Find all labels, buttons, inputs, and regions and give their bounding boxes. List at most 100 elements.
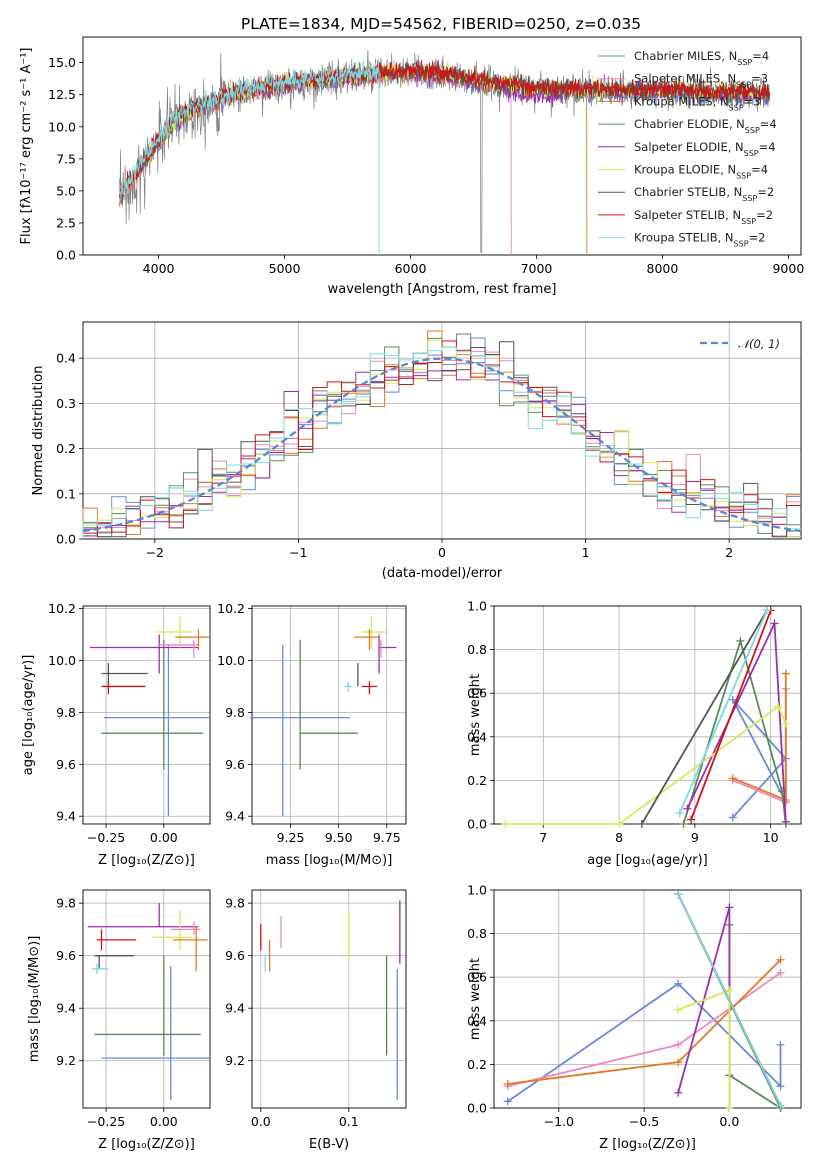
kroupa_stelib-model-line <box>119 60 380 255</box>
legend-entry: Salpeter ELODIE, NSSP=4 <box>634 140 776 158</box>
x-tick-label: 8000 <box>647 261 679 276</box>
y-tick-label: 0.6 <box>467 970 487 985</box>
age-vs-mass-panel: 9.25 9.50 9.75 9.4 9.6 9.8 10.0 10.2 mass [log₁₀… <box>217 601 407 868</box>
kroupa_miles-weight-marker <box>776 955 785 964</box>
y-tick-label: 9.6 <box>56 757 76 772</box>
legend-entry: Salpeter STELIB, NSSP=2 <box>634 208 773 226</box>
kroupa_elodie-weight-marker <box>774 702 783 711</box>
x-axis-label: Z [log₁₀(Z/Z⊙)] <box>98 853 195 868</box>
salpeter_miles-model-line <box>119 63 512 256</box>
y-tick-label: 0.4 <box>467 729 487 744</box>
kroupa_elodie-weight-marker <box>501 820 510 828</box>
x-tick-label: 10 <box>763 830 779 845</box>
y-tick-label: 9.8 <box>56 896 76 911</box>
plot-frame <box>82 36 802 256</box>
x-tick-label: 0.0 <box>719 1114 739 1129</box>
kroupa_elodie-weight-line <box>677 988 731 1108</box>
legend-entry: Chabrier MILES, NSSP=4 <box>634 49 769 67</box>
y-tick-label: 0.6 <box>467 686 487 701</box>
y-tick-label: 2.5 <box>56 215 76 230</box>
y-tick-label: 0.4 <box>56 351 76 366</box>
chabrier_miles-weight-marker <box>776 1040 785 1049</box>
y-tick-label: 9.8 <box>225 896 245 911</box>
legend-entry: Kroupa STELIB, NSSP=2 <box>634 231 765 249</box>
chabrier_miles-weight-line <box>732 699 788 819</box>
legend-entry: Chabrier ELODIE, NSSP=4 <box>634 117 777 135</box>
kroupa_stelib-histogram <box>82 346 801 539</box>
kroupa_miles-weight-marker <box>728 774 737 783</box>
y-tick-label: 0.0 <box>56 248 76 263</box>
y-tick-label: 0.2 <box>56 441 76 456</box>
x-axis-label: wavelength [Angstrom, rest frame] <box>328 282 557 297</box>
plot-frame <box>251 889 407 1109</box>
x-axis-label: Z [log₁₀(Z/Z⊙)] <box>599 1137 696 1152</box>
salpeter_elodie-weight-marker <box>683 804 692 813</box>
plot-frame <box>82 889 211 1109</box>
x-tick-label: −0.5 <box>629 1114 659 1129</box>
kroupa_elodie-weight-marker <box>725 1104 734 1112</box>
plot-frame <box>493 889 802 1109</box>
x-tick-label: −0.25 <box>87 1114 125 1129</box>
y-tick-label: 0.0 <box>56 532 76 547</box>
y-tick-label: 9.6 <box>225 948 245 963</box>
y-tick-label: 9.8 <box>56 705 76 720</box>
y-tick-label: 1.0 <box>467 599 487 614</box>
chabrier_elodie-weight-line <box>682 637 787 825</box>
chabrier_miles-weight-marker <box>728 813 737 822</box>
kroupa_miles-weight-marker <box>674 1058 683 1067</box>
x-tick-label: 4000 <box>143 261 175 276</box>
y-tick-label: 0.8 <box>467 642 487 657</box>
kroupa_elodie-weight-marker <box>674 1005 683 1014</box>
kroupa_elodie-weight-marker <box>725 986 734 995</box>
x-tick-label: 0.0 <box>251 1114 271 1129</box>
kroupa_stelib-weight-marker <box>674 890 683 899</box>
y-axis-label: Flux [fλ10⁻¹⁷ erg cm⁻² s⁻¹ A⁻¹] <box>19 48 34 245</box>
x-axis-label: E(B-V) <box>309 1137 349 1152</box>
chabrier_elodie-weight-marker <box>679 820 688 828</box>
x-axis-label: mass [log₁₀(M/M⊙)] <box>266 853 393 868</box>
y-tick-label: 0.0 <box>467 817 487 832</box>
x-tick-label: 9.50 <box>325 830 353 845</box>
x-tick-label: 1 <box>582 545 590 560</box>
kroupa_stelib-weight-marker <box>675 809 684 818</box>
x-tick-label: 7 <box>539 830 547 845</box>
y-tick-label: 0.3 <box>56 396 76 411</box>
kroupa_stelib-weight-marker <box>776 1101 785 1110</box>
mass-vs-metallicity-panel: −0.25 0.00 9.2 9.4 9.6 9.8 Z [log₁₀(Z/Z⊙)] mass… <box>27 889 211 1152</box>
y-tick-label: 0.4 <box>467 1013 487 1028</box>
y-tick-label: 10.2 <box>48 601 76 616</box>
y-tick-label: 5.0 <box>56 183 76 198</box>
kroupa_miles-weight-marker <box>781 669 790 678</box>
x-axis-label: Z [log₁₀(Z/Z⊙)] <box>98 1137 195 1152</box>
salpeter_miles-weight-marker <box>674 1040 683 1049</box>
salpeter_elodie-weight-marker <box>770 619 779 628</box>
y-tick-label: 10.0 <box>48 119 76 134</box>
chabrier_elodie-weight-marker <box>736 636 745 645</box>
x-tick-label: 0.1 <box>339 1114 359 1129</box>
chabrier_stelib-histogram <box>82 341 801 539</box>
plot-frame <box>493 605 802 825</box>
x-axis-label: (data-model)/error <box>382 566 503 581</box>
x-tick-label: 9000 <box>772 261 804 276</box>
x-tick-label: −1 <box>289 545 307 560</box>
legend-entry: Kroupa ELODIE, NSSP=4 <box>634 163 768 181</box>
x-tick-label: 8 <box>615 830 623 845</box>
y-tick-label: 10.0 <box>48 653 76 668</box>
kroupa_elodie-weight-line <box>505 704 787 825</box>
chabrier_stelib-weight-marker <box>637 820 646 828</box>
x-tick-label: 7000 <box>521 261 553 276</box>
x-tick-label: 6000 <box>395 261 427 276</box>
chabrier_miles-weight-marker <box>674 979 683 988</box>
x-tick-label: 0.00 <box>150 1114 178 1129</box>
chabrier_miles-weight-marker <box>776 1082 785 1091</box>
salpeter_elodie-weight-marker <box>725 903 734 912</box>
legend-entry: 𝒩(0, 1) <box>738 337 780 351</box>
x-tick-label: 2 <box>725 545 733 560</box>
y-tick-label: 10.2 <box>217 601 245 616</box>
chabrier_miles-weight-marker <box>503 1097 512 1106</box>
kroupa_stelib-weight-marker <box>762 606 771 615</box>
salpeter_stelib-weight-marker <box>687 815 696 824</box>
plot-frame <box>82 605 211 825</box>
kroupa_elodie-weight-marker <box>615 820 624 828</box>
